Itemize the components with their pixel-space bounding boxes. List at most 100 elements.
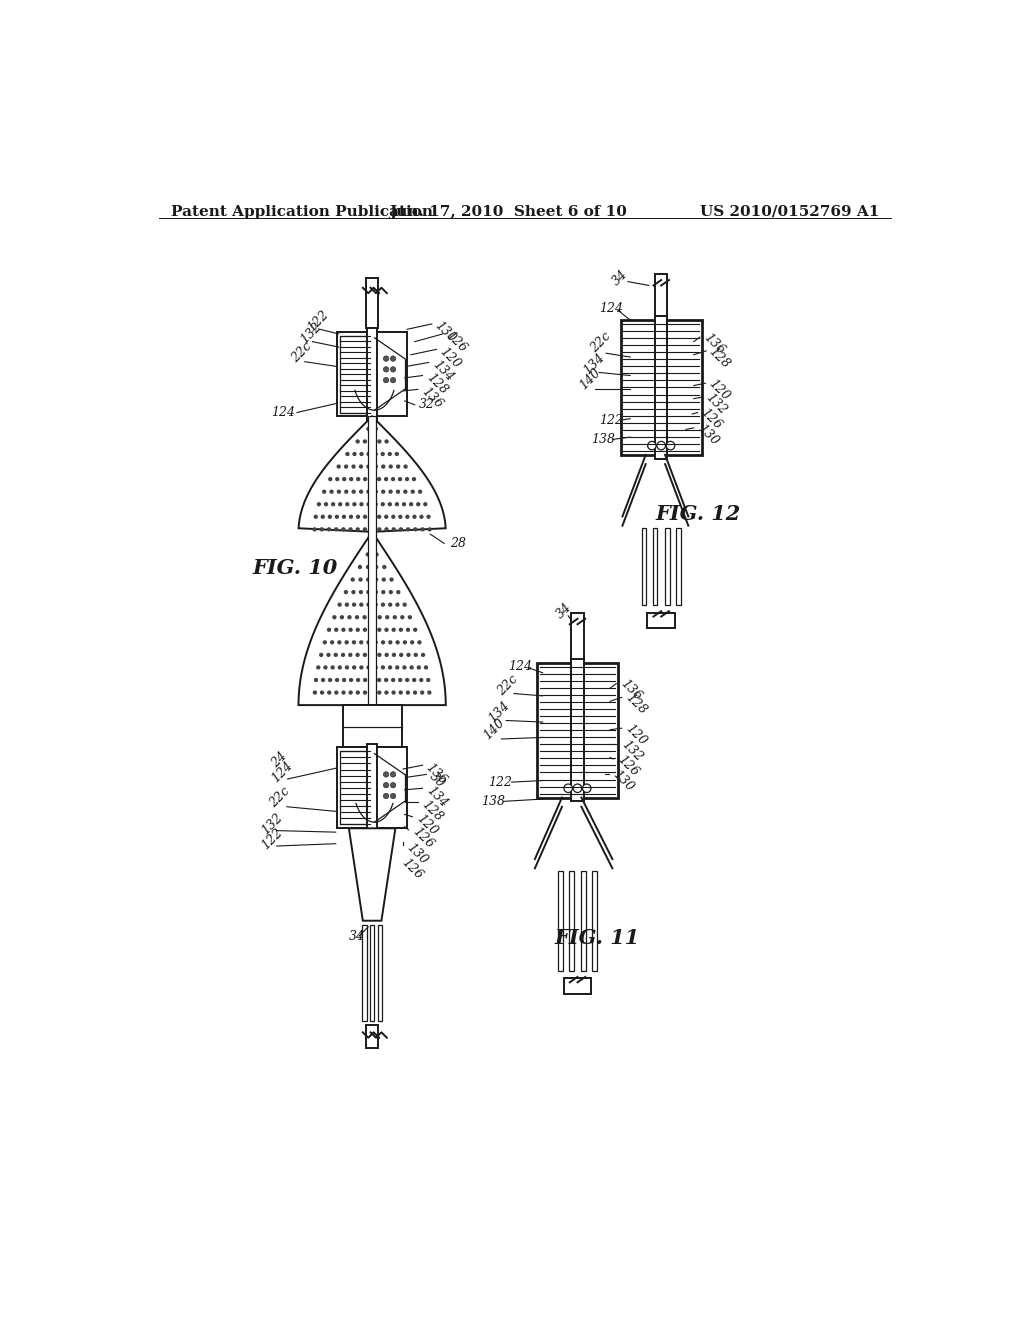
Circle shape [390,367,395,372]
Text: 128: 128 [420,797,445,824]
Circle shape [374,490,378,494]
Text: 136: 136 [700,331,727,358]
Circle shape [420,690,424,694]
Circle shape [426,678,430,682]
Circle shape [381,665,385,669]
Text: 132: 132 [298,319,324,346]
Circle shape [384,440,389,444]
Circle shape [377,477,381,482]
Circle shape [389,590,393,594]
Circle shape [352,502,356,507]
Circle shape [367,490,371,494]
Circle shape [340,615,344,619]
Circle shape [416,502,421,507]
Bar [366,1024,378,1048]
Circle shape [396,465,400,469]
Text: 138: 138 [592,433,615,446]
Circle shape [341,690,346,694]
Circle shape [384,527,389,532]
Text: 134: 134 [581,351,607,378]
Circle shape [337,640,342,644]
Circle shape [349,678,353,682]
Circle shape [410,640,415,644]
Circle shape [406,515,410,519]
Circle shape [370,678,375,682]
Bar [369,416,376,705]
Circle shape [370,440,375,444]
Text: 138: 138 [480,795,505,808]
Text: Patent Application Publication: Patent Application Publication [171,205,432,219]
Circle shape [383,793,389,799]
Circle shape [381,451,385,457]
Text: 132: 132 [620,738,645,764]
Circle shape [362,652,367,657]
Text: 128: 128 [624,692,649,718]
Bar [362,924,367,1020]
Circle shape [312,690,317,694]
Circle shape [374,665,378,669]
Text: 130: 130 [403,841,430,867]
Circle shape [341,652,345,657]
Text: 134: 134 [424,784,451,810]
Circle shape [388,665,392,669]
Text: 22c: 22c [289,339,314,364]
Circle shape [408,615,412,619]
Circle shape [358,590,364,594]
Circle shape [352,640,356,644]
Circle shape [419,515,424,519]
Circle shape [367,502,371,507]
Circle shape [366,552,370,557]
Circle shape [395,640,399,644]
Circle shape [374,602,378,607]
Circle shape [381,602,385,607]
Circle shape [418,490,422,494]
Circle shape [342,515,346,519]
Text: 130: 130 [610,768,636,795]
Circle shape [370,477,375,482]
Bar [621,321,701,455]
Text: 124: 124 [508,660,531,673]
Circle shape [647,441,656,450]
Text: 126: 126 [398,857,425,882]
Circle shape [351,490,356,494]
Circle shape [381,640,385,644]
Circle shape [350,577,355,582]
Circle shape [344,640,349,644]
Circle shape [378,615,382,619]
Circle shape [367,426,371,432]
Circle shape [334,652,338,657]
Circle shape [374,502,378,507]
Circle shape [667,441,675,450]
Circle shape [347,615,351,619]
Circle shape [358,577,362,582]
Circle shape [388,502,392,507]
Bar [340,335,370,412]
Circle shape [332,615,337,619]
Circle shape [362,627,368,632]
Circle shape [421,652,425,657]
Bar [368,327,377,420]
Circle shape [374,465,378,469]
Circle shape [391,515,395,519]
Text: Jun. 17, 2010  Sheet 6 of 10: Jun. 17, 2010 Sheet 6 of 10 [389,205,627,219]
Text: 132: 132 [259,810,286,837]
Bar [337,331,407,416]
Circle shape [345,665,349,669]
Circle shape [367,665,371,669]
Circle shape [362,615,367,619]
Circle shape [355,527,359,532]
Circle shape [324,502,329,507]
Circle shape [390,356,395,362]
Circle shape [330,640,334,644]
Bar [655,317,668,459]
Text: 126: 126 [614,752,641,779]
Circle shape [377,527,382,532]
Circle shape [341,627,345,632]
Circle shape [384,477,388,482]
Circle shape [342,678,346,682]
Text: 136: 136 [423,760,450,787]
Circle shape [413,515,417,519]
Circle shape [391,477,395,482]
Circle shape [383,378,389,383]
Circle shape [412,678,417,682]
